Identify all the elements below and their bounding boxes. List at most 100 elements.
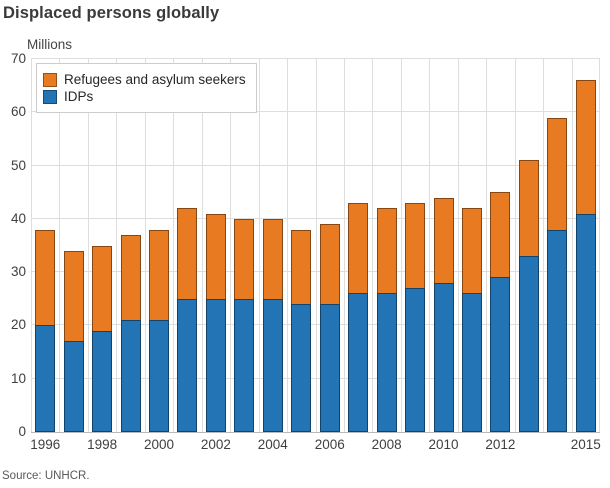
bar-2012 <box>490 192 511 432</box>
gridline-x-17 <box>515 59 516 432</box>
bar-2010-idps-segment <box>433 282 454 432</box>
x-tick-label-1998: 1998 <box>87 437 118 452</box>
x-tick-label-2010: 2010 <box>428 437 459 452</box>
x-axis-line <box>31 432 600 433</box>
bar-2011-idps-segment <box>461 293 482 432</box>
y-tick-label-10: 10 <box>10 370 26 386</box>
bar-1997-idps-segment <box>63 341 84 432</box>
gridline-x-13 <box>401 59 402 432</box>
bar-2012-idps-segment <box>490 277 511 432</box>
x-tick-label-2015: 2015 <box>570 437 601 452</box>
bar-2015-refugees-segment <box>575 80 596 214</box>
bar-2011-refugees-segment <box>461 208 482 294</box>
bar-2003-refugees-segment <box>234 218 255 299</box>
gridline-x-16 <box>486 59 487 432</box>
bar-2012-refugees-segment <box>490 192 511 278</box>
gridline-x-12 <box>372 59 373 432</box>
x-tick-label-2004: 2004 <box>257 437 288 452</box>
bar-1999 <box>120 234 141 432</box>
bar-2010 <box>433 197 454 432</box>
x-tick-label-2008: 2008 <box>371 437 402 452</box>
y-tick-label-0: 0 <box>18 424 26 439</box>
gridline-x-2 <box>88 59 89 432</box>
bar-2008 <box>376 208 397 432</box>
gridline-x-6 <box>202 59 203 432</box>
plot-area: Refugees and asylum seekers IDPs <box>31 58 600 433</box>
bar-2001 <box>177 208 198 432</box>
gridline-x-0 <box>31 59 32 432</box>
bar-1997-refugees-segment <box>63 250 84 342</box>
bar-2000 <box>149 229 170 432</box>
source-note: Source: UNHCR. <box>2 470 90 482</box>
y-tick-label-20: 20 <box>10 317 26 333</box>
bar-2013 <box>518 160 539 432</box>
bar-1997 <box>63 250 84 432</box>
gridline-y-20 <box>31 324 600 326</box>
bar-2006-idps-segment <box>319 304 340 432</box>
bar-2005-refugees-segment <box>291 229 312 305</box>
bar-2005 <box>291 229 312 432</box>
y-tick-label-60: 60 <box>10 104 26 120</box>
bar-2000-idps-segment <box>149 320 170 432</box>
bar-2007 <box>348 202 369 432</box>
gridline-x-10 <box>316 59 317 432</box>
x-tick-label-2012: 2012 <box>485 437 516 452</box>
gridline-x-1 <box>59 59 60 432</box>
y-axis-unit-label: Millions <box>27 37 73 52</box>
bar-2014-refugees-segment <box>547 117 568 230</box>
bar-2008-refugees-segment <box>376 208 397 294</box>
legend-label-idps: IDPs <box>64 89 94 104</box>
bar-2011 <box>461 208 482 432</box>
bar-2015-idps-segment <box>575 213 596 432</box>
bar-2013-idps-segment <box>518 256 539 432</box>
bar-2004 <box>262 218 283 432</box>
refugees-swatch-icon <box>43 72 57 87</box>
gridline-x-14 <box>429 59 430 432</box>
bar-2009-refugees-segment <box>405 202 426 289</box>
bar-1996-idps-segment <box>35 325 56 432</box>
bar-2014 <box>547 117 568 432</box>
bar-2001-refugees-segment <box>177 208 198 299</box>
gridline-y-70 <box>31 58 600 59</box>
idps-swatch-icon <box>43 89 57 104</box>
x-tick-label-2000: 2000 <box>143 437 175 452</box>
bar-2013-refugees-segment <box>518 160 539 257</box>
gridline-y-30 <box>31 271 600 273</box>
gridline-x-15 <box>458 59 459 432</box>
bar-2002 <box>205 213 226 432</box>
bar-2007-idps-segment <box>348 293 369 432</box>
bar-1998-idps-segment <box>92 330 113 432</box>
gridline-y-50 <box>31 164 600 166</box>
bar-2003 <box>234 218 255 432</box>
bar-2000-refugees-segment <box>149 229 170 321</box>
gridline-x-7 <box>230 59 231 432</box>
gridline-x-5 <box>173 59 174 432</box>
bar-2006 <box>319 224 340 432</box>
y-tick-label-30: 30 <box>10 264 26 280</box>
bar-2009-idps-segment <box>405 288 426 432</box>
gridline-x-18 <box>543 59 544 432</box>
bar-1996 <box>35 229 56 432</box>
bar-2014-idps-segment <box>547 229 568 432</box>
bar-2003-idps-segment <box>234 298 255 432</box>
gridline-x-9 <box>287 59 288 432</box>
bar-1999-idps-segment <box>120 320 141 432</box>
y-tick-label-40: 40 <box>10 210 26 226</box>
gridline-x-4 <box>145 59 146 432</box>
gridline-x-11 <box>344 59 345 432</box>
bar-1999-refugees-segment <box>120 234 141 321</box>
bar-2009 <box>405 202 426 432</box>
y-tick-label-70: 70 <box>10 51 26 66</box>
gridline-y-60 <box>31 111 600 113</box>
gridline-y-40 <box>31 217 600 219</box>
legend-label-refugees: Refugees and asylum seekers <box>64 72 246 87</box>
gridline-y-10 <box>31 377 600 379</box>
bar-2015 <box>575 80 596 432</box>
bar-2007-refugees-segment <box>348 202 369 294</box>
bar-2010-refugees-segment <box>433 197 454 283</box>
bar-2002-idps-segment <box>205 298 226 432</box>
bar-1998-refugees-segment <box>92 245 113 331</box>
gridline-x-20 <box>599 59 600 432</box>
x-tick-label-2006: 2006 <box>314 437 345 452</box>
